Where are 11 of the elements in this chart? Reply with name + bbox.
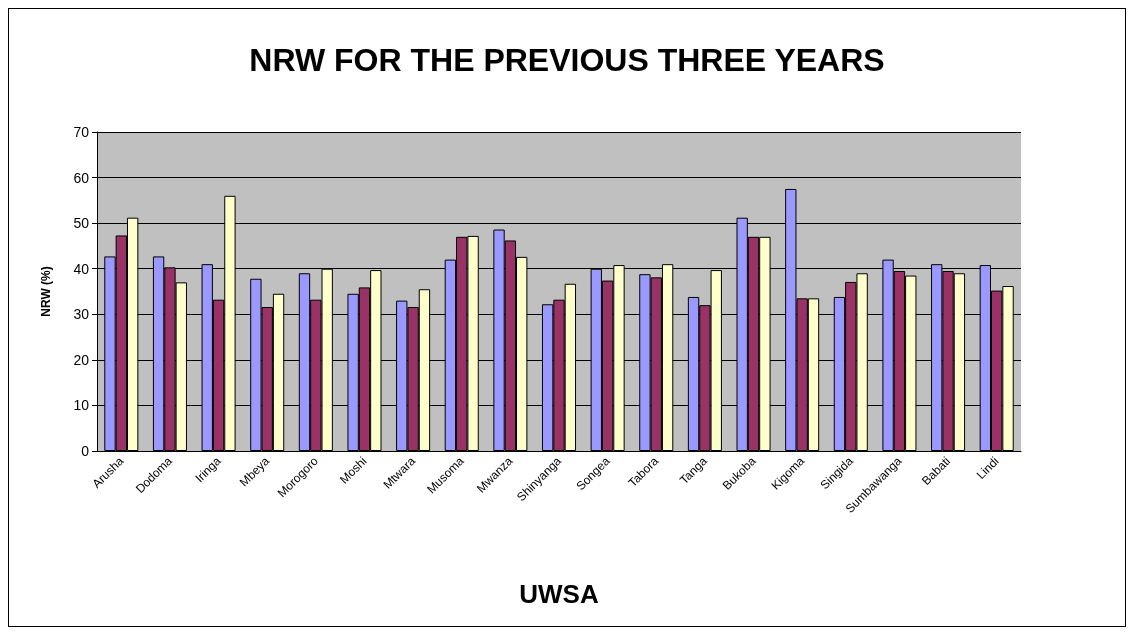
y-tick-label: 20: [73, 351, 90, 368]
y-tick-label: 30: [73, 306, 90, 323]
y-tick-label: 0: [81, 443, 90, 459]
y-tick-label: 70: [73, 124, 90, 140]
y-tick-label: 50: [73, 215, 90, 232]
y-tick-label: 40: [73, 260, 90, 277]
y-tick-label: 60: [73, 169, 90, 186]
y-tick-label: 10: [73, 397, 90, 414]
chart-title: NRW FOR THE PREVIOUS THREE YEARS: [249, 42, 885, 78]
x-axis-title: UWSA: [519, 579, 599, 609]
y-axis-title: NRW (%): [39, 266, 53, 317]
